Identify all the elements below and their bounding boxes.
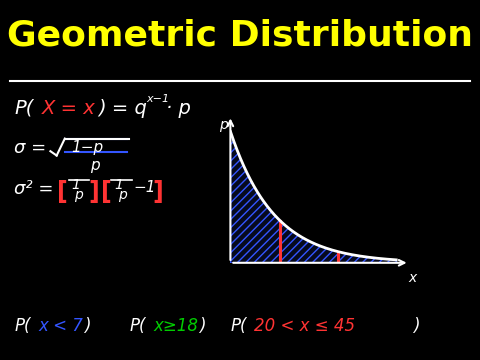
Text: p: p <box>219 118 228 132</box>
Text: x: x <box>408 271 417 285</box>
Text: P(: P( <box>14 99 34 118</box>
Text: −1: −1 <box>133 180 156 195</box>
Text: σ² =: σ² = <box>14 180 60 198</box>
Text: x < 7: x < 7 <box>38 317 83 335</box>
Text: P(: P( <box>230 317 247 335</box>
Text: ]: ] <box>153 180 163 204</box>
Text: ]: ] <box>89 180 99 204</box>
Text: p: p <box>90 158 100 174</box>
Text: σ =: σ = <box>14 139 52 157</box>
Text: 1: 1 <box>114 178 123 192</box>
Text: Geometric Distribution: Geometric Distribution <box>7 18 473 52</box>
Text: ) = q: ) = q <box>98 99 147 118</box>
Text: 1: 1 <box>388 137 397 152</box>
Text: · p: · p <box>166 99 191 118</box>
Text: 20 < x ≤ 45: 20 < x ≤ 45 <box>254 317 356 335</box>
Text: 1: 1 <box>71 178 80 192</box>
Text: x≥18: x≥18 <box>154 317 199 335</box>
Text: 1−p: 1−p <box>71 140 103 156</box>
Text: ): ) <box>413 317 420 335</box>
Text: p: p <box>74 188 83 202</box>
Text: x−1: x−1 <box>146 94 169 104</box>
Text: [: [ <box>57 180 67 204</box>
Text: X = x: X = x <box>42 99 96 118</box>
Text: p: p <box>391 148 401 163</box>
Text: [: [ <box>101 180 111 204</box>
Text: p: p <box>118 188 127 202</box>
Text: P(: P( <box>14 317 31 335</box>
Text: ): ) <box>84 317 91 335</box>
Text: P(: P( <box>130 317 146 335</box>
Text: μ =: μ = <box>355 139 393 157</box>
Text: ): ) <box>199 317 206 335</box>
